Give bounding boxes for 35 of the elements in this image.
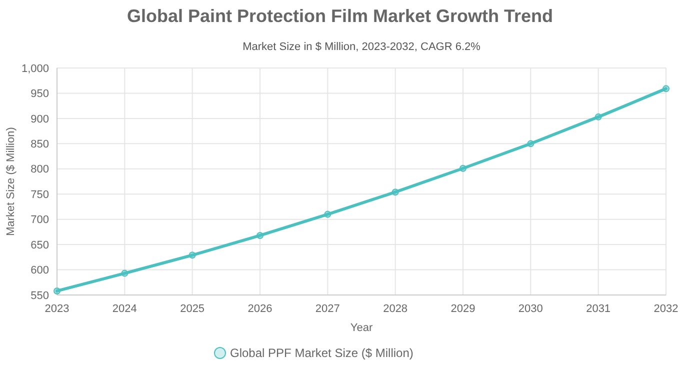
point — [324, 210, 332, 218]
x-tick-label: 2023 — [44, 303, 70, 315]
point — [392, 188, 399, 196]
x-tick-label: 2025 — [180, 303, 205, 315]
point — [54, 287, 60, 294]
x-tick-label: 2026 — [248, 303, 272, 315]
y-tick-label: 1,000 — [21, 62, 49, 75]
y-tick-label: 650 — [30, 239, 49, 252]
y-tick-label: 900 — [30, 113, 49, 126]
y-tick-label: 600 — [30, 264, 49, 277]
point — [121, 270, 128, 277]
y-axis-title: Market Size ($ Million) — [5, 127, 17, 236]
y-tick-label: 750 — [30, 188, 49, 201]
x-tick-label: 2031 — [586, 303, 611, 315]
point — [188, 252, 196, 259]
point — [594, 113, 602, 120]
y-tick-label: 550 — [30, 290, 49, 302]
x-tick-label: 2032 — [654, 303, 678, 315]
x-axis-title: Year — [350, 322, 373, 334]
x-tick-label: 2027 — [315, 303, 340, 315]
x-tick-label: 2028 — [383, 303, 408, 315]
chart-title: Global Paint Protection Film Market Growth Trend — [126, 6, 554, 26]
legend-label: Global PPF Market Size ($ Million) — [230, 346, 414, 360]
point — [460, 164, 466, 172]
y-tick-label: 800 — [30, 164, 49, 176]
point — [527, 140, 534, 148]
y-tick-label: 700 — [30, 214, 49, 226]
chart-subtitle: Market Size in $ Million, 2023-2032, CAGR 6.2% — [242, 41, 481, 53]
x-tick-label: 2024 — [112, 303, 137, 315]
x-tick-label: 2029 — [450, 303, 476, 315]
point — [256, 232, 264, 239]
x-tick-label: 2030 — [518, 303, 543, 315]
y-tick-label: 850 — [30, 138, 49, 151]
point — [662, 85, 670, 92]
y-tick-label: 950 — [30, 88, 49, 100]
